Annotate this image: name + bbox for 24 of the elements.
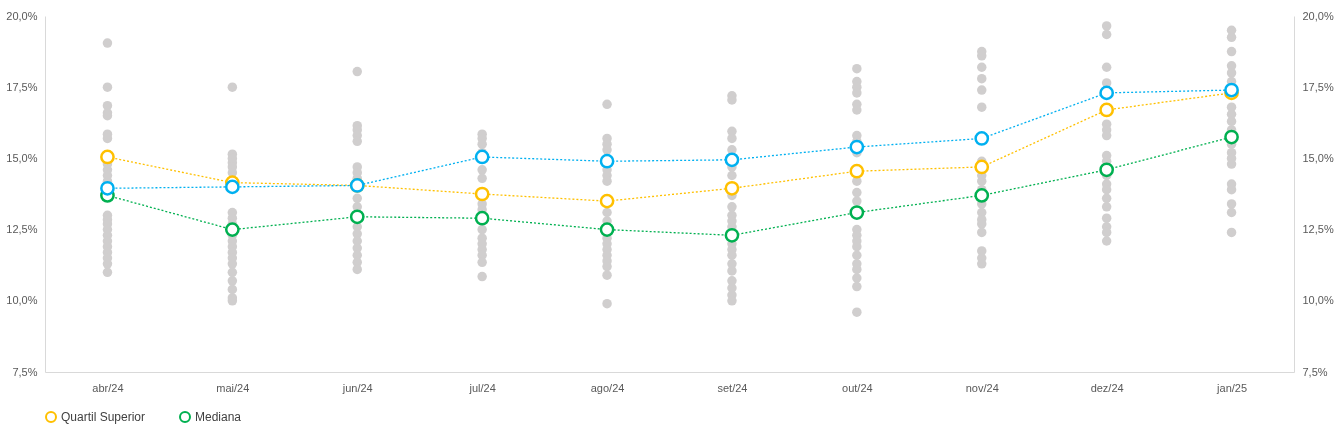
y-tick-label: 7,5% (12, 365, 38, 378)
x-tick-label: jul/24 (468, 381, 496, 394)
y2-tick-label: 10,0% (1302, 294, 1334, 307)
legend-label: Quartil Superior (61, 410, 146, 424)
x-tick-label: mai/24 (216, 381, 250, 394)
x-tick-label: jan/25 (1216, 381, 1248, 394)
x-tick-label: out/24 (842, 381, 873, 394)
x-tick-label: nov/24 (965, 381, 999, 394)
x-tick-label: set/24 (717, 381, 748, 394)
x-tick-label: dez/24 (1090, 381, 1124, 394)
x-tick-label: abr/24 (92, 381, 124, 394)
x-tick-label: ago/24 (590, 381, 625, 394)
y2-tick-label: 12,5% (1302, 223, 1334, 236)
y-tick-label: 17,5% (6, 80, 38, 93)
y2-tick-label: 20,0% (1302, 9, 1334, 22)
y-tick-label: 15,0% (6, 151, 38, 164)
legend-label: Mediana (195, 410, 242, 424)
y-tick-label: 12,5% (6, 223, 38, 236)
y-tick-label: 10,0% (6, 294, 38, 307)
y2-tick-label: 17,5% (1302, 80, 1334, 93)
y2-tick-label: 15,0% (1302, 151, 1334, 164)
y-tick-label: 20,0% (6, 9, 38, 22)
y2-tick-label: 7,5% (1302, 365, 1328, 378)
x-tick-label: jun/24 (341, 381, 373, 394)
